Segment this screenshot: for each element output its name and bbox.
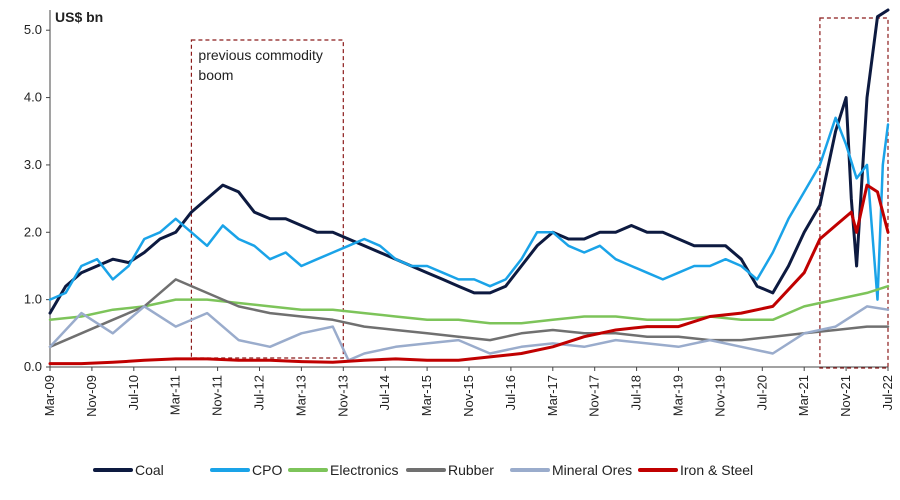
y-tick-label: 2.0 [24,224,42,239]
legend-label: Coal [135,462,164,478]
series-line-cpo [48,116,890,301]
x-tick-label: Jul-14 [377,375,392,410]
annotations: previous commodity boom [190,17,889,369]
annotation-box [819,17,889,369]
y-tick-label: 5.0 [24,22,42,37]
x-tick-label: Mar-21 [796,375,811,416]
plot-area [49,10,888,368]
annotation-box [190,39,344,359]
legend-label: Electronics [330,462,398,478]
x-tick-label: Mar-13 [293,375,308,416]
legend-label: Rubber [448,462,494,478]
series-line-electronics [48,284,890,325]
series-line-rubber [48,278,890,349]
x-tick-label: Jul-10 [126,375,141,410]
legend-label: Iron & Steel [680,462,753,478]
x-tick-label: Nov-09 [84,375,99,417]
series-line-iron-steel [48,183,890,366]
x-tick-label: Nov-11 [210,375,225,416]
y-tick-label: 1.0 [24,292,42,307]
x-tick-label: Jul-12 [252,375,267,410]
x-axis: Mar-09 Nov-09 Jul-10 Mar-11 Nov-11 Jul-12 Mar-… [42,367,895,417]
legend: Coal CPO Electronics Rubber Mineral Ores Iron… [93,462,753,478]
x-tick-label: Jul-20 [754,375,769,410]
x-tick-label: Jul-18 [629,375,644,410]
annotation-text: boom [198,67,233,83]
y-axis-unit-label: US$ bn [55,9,103,25]
x-tick-label: Mar-19 [671,375,686,416]
x-tick-label: Nov-17 [587,375,602,417]
series-line-coal [48,8,890,315]
y-tick-label: 4.0 [24,90,42,105]
x-tick-label: Nov-15 [461,375,476,417]
x-tick-label: Jul-16 [503,375,518,410]
series-line-mineral-ores [48,305,890,362]
annotation-text: previous commodity [198,47,323,63]
y-tick-label: 0.0 [24,359,42,374]
x-tick-label: Nov-13 [335,375,350,417]
legend-label: CPO [252,462,282,478]
y-tick-label: 3.0 [24,157,42,172]
x-tick-label: Nov-21 [838,375,853,417]
x-tick-label: Jul-22 [880,375,895,410]
legend-label: Mineral Ores [552,462,632,478]
x-tick-label: Nov-19 [712,375,727,417]
x-tick-label: Mar-11 [168,375,183,415]
x-tick-label: Mar-17 [545,375,560,416]
series-layer [48,8,890,366]
x-tick-label: Mar-15 [419,375,434,416]
y-axis: 0.0 1.0 2.0 3.0 4.0 5.0 [24,22,50,374]
x-tick-label: Mar-09 [42,375,57,416]
